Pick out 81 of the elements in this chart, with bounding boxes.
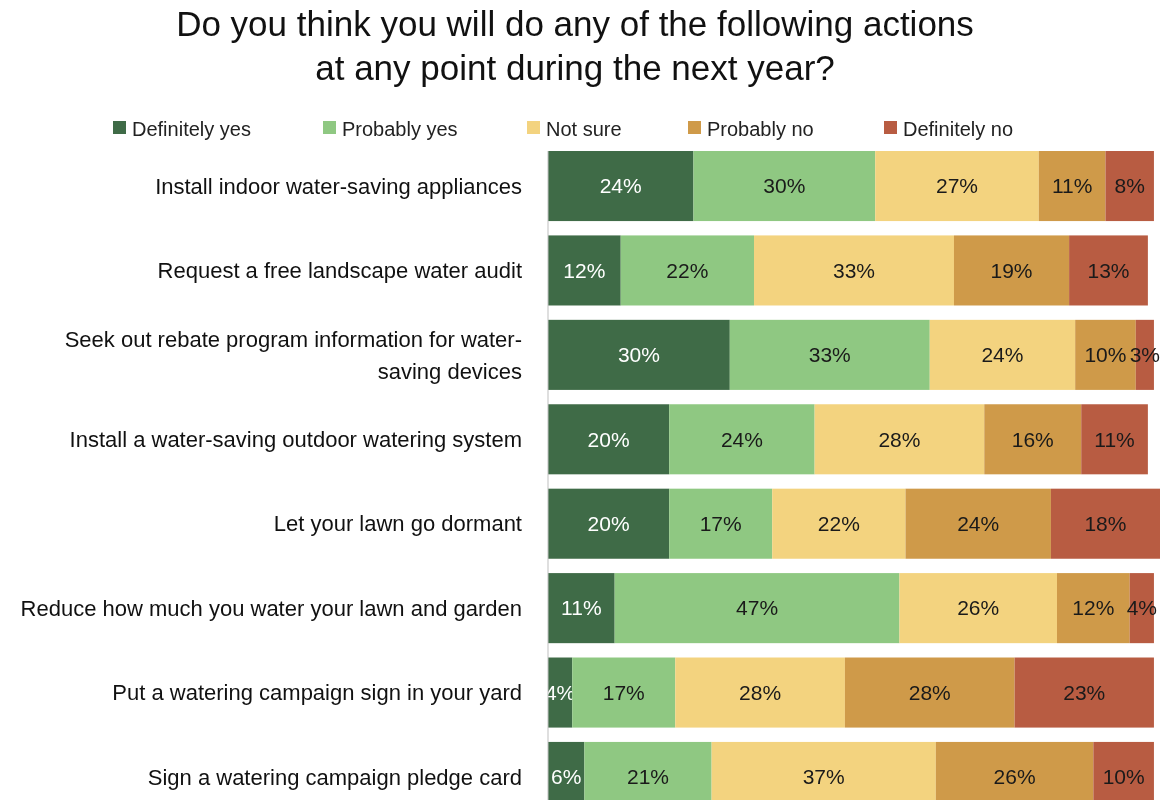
data-label: 33% <box>832 258 876 282</box>
bar <box>814 404 985 475</box>
data-label: 17% <box>602 680 645 704</box>
bar <box>1050 488 1160 559</box>
data-label: 30% <box>763 174 806 198</box>
data-label: 21% <box>626 765 669 789</box>
bar <box>669 404 815 475</box>
data-label: 17% <box>699 512 742 536</box>
y-tick-label: Install a water-saving outdoor watering system <box>69 426 522 452</box>
legend-label: Definitely yes <box>132 118 251 140</box>
y-tick-label: Seek out rebate program information for water-saving devices <box>64 326 522 384</box>
data-label: 33% <box>808 343 851 367</box>
bar <box>1038 151 1106 222</box>
data-label: 10% <box>1102 765 1145 789</box>
y-tick-label: Sign a watering campaign pledge card <box>147 764 522 790</box>
data-label: 20% <box>587 427 630 451</box>
bar <box>754 235 954 306</box>
data-label: 10% <box>1084 343 1127 367</box>
bar <box>675 657 845 728</box>
bar <box>1105 151 1154 222</box>
data-label: 19% <box>990 258 1033 282</box>
bar <box>620 235 755 306</box>
data-label: 11% <box>1051 174 1093 198</box>
bar <box>548 319 730 390</box>
data-label: 27% <box>935 174 979 198</box>
data-label: 28% <box>878 427 921 451</box>
bar <box>953 235 1070 306</box>
bar <box>614 573 900 644</box>
y-tick-label: Request a free landscape water audit <box>157 258 522 284</box>
y-tick-label: Let your lawn go dormant <box>273 511 522 537</box>
bar <box>1014 657 1154 728</box>
bar <box>1081 404 1148 475</box>
data-label: 13% <box>1087 258 1130 282</box>
data-label: 24% <box>957 512 1000 536</box>
data-label: 11% <box>1094 427 1135 451</box>
data-label: 8% <box>1114 174 1145 198</box>
bar <box>844 657 1015 728</box>
bar <box>875 151 1039 222</box>
bar <box>548 488 670 559</box>
bar <box>548 404 670 475</box>
bar <box>693 151 876 222</box>
data-label: 24% <box>599 174 642 198</box>
legend-label: Definitely no <box>903 118 1014 140</box>
data-label: 37% <box>802 765 845 789</box>
data-label: 12% <box>563 258 606 282</box>
data-label: 18% <box>1084 512 1127 536</box>
bar <box>669 488 773 559</box>
y-tick-label: Put a watering campaign sign in your yard <box>112 680 522 706</box>
data-label: 28% <box>739 680 782 704</box>
data-label: 28% <box>908 680 951 704</box>
y-tick-label: Reduce how much you water your lawn and garden <box>20 595 522 621</box>
data-label: 26% <box>993 765 1036 789</box>
data-label: 24% <box>720 427 763 451</box>
bar <box>905 488 1051 559</box>
bar <box>984 404 1082 475</box>
data-label: 23% <box>1063 680 1106 704</box>
chart-title: Do you think you will do any of the following actions at any point during the next year? <box>176 4 974 87</box>
data-label: 12% <box>1072 596 1115 620</box>
data-label: 22% <box>666 258 709 282</box>
data-label: 6% <box>551 765 582 789</box>
data-label: 22% <box>817 512 860 536</box>
bar <box>548 235 621 306</box>
data-label: 24% <box>981 343 1024 367</box>
bar <box>729 319 930 390</box>
bar <box>899 573 1057 644</box>
bar <box>572 657 676 728</box>
bar <box>772 488 906 559</box>
bar <box>1069 235 1148 306</box>
legend-label: Not sure <box>546 118 622 140</box>
bar <box>929 319 1076 390</box>
data-label: 30% <box>617 343 660 367</box>
bar <box>548 573 615 644</box>
data-label: 47% <box>736 596 779 620</box>
data-label: 16% <box>1011 427 1054 451</box>
y-tick-label: Install indoor water-saving appliances <box>155 173 522 199</box>
data-label: 26% <box>957 596 1000 620</box>
bar <box>548 151 694 222</box>
legend-label: Probably no <box>707 118 814 140</box>
data-label: 11% <box>561 596 602 620</box>
data-label: 20% <box>587 512 630 536</box>
legend-label: Probably yes <box>342 118 458 140</box>
